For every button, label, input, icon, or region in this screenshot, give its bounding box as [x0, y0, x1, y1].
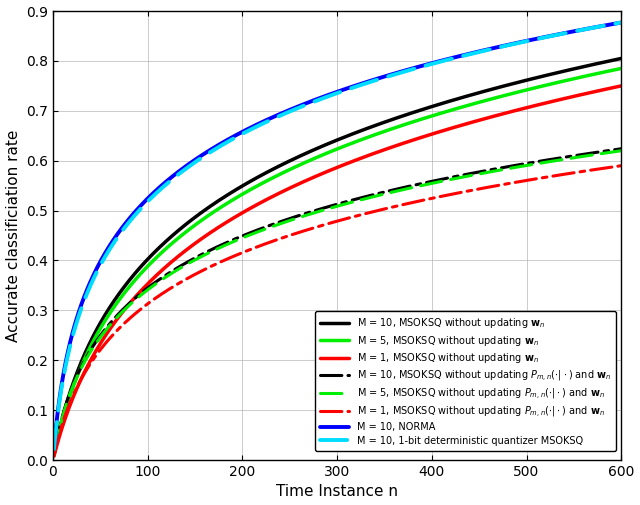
Y-axis label: Accurate classificiation rate: Accurate classificiation rate — [6, 129, 20, 342]
X-axis label: Time Instance n: Time Instance n — [276, 484, 398, 499]
Legend: M = 10, MSOKSQ without updating $\mathbf{w}_n$, M = 5, MSOKSQ without updating $: M = 10, MSOKSQ without updating $\mathbf… — [316, 312, 616, 450]
